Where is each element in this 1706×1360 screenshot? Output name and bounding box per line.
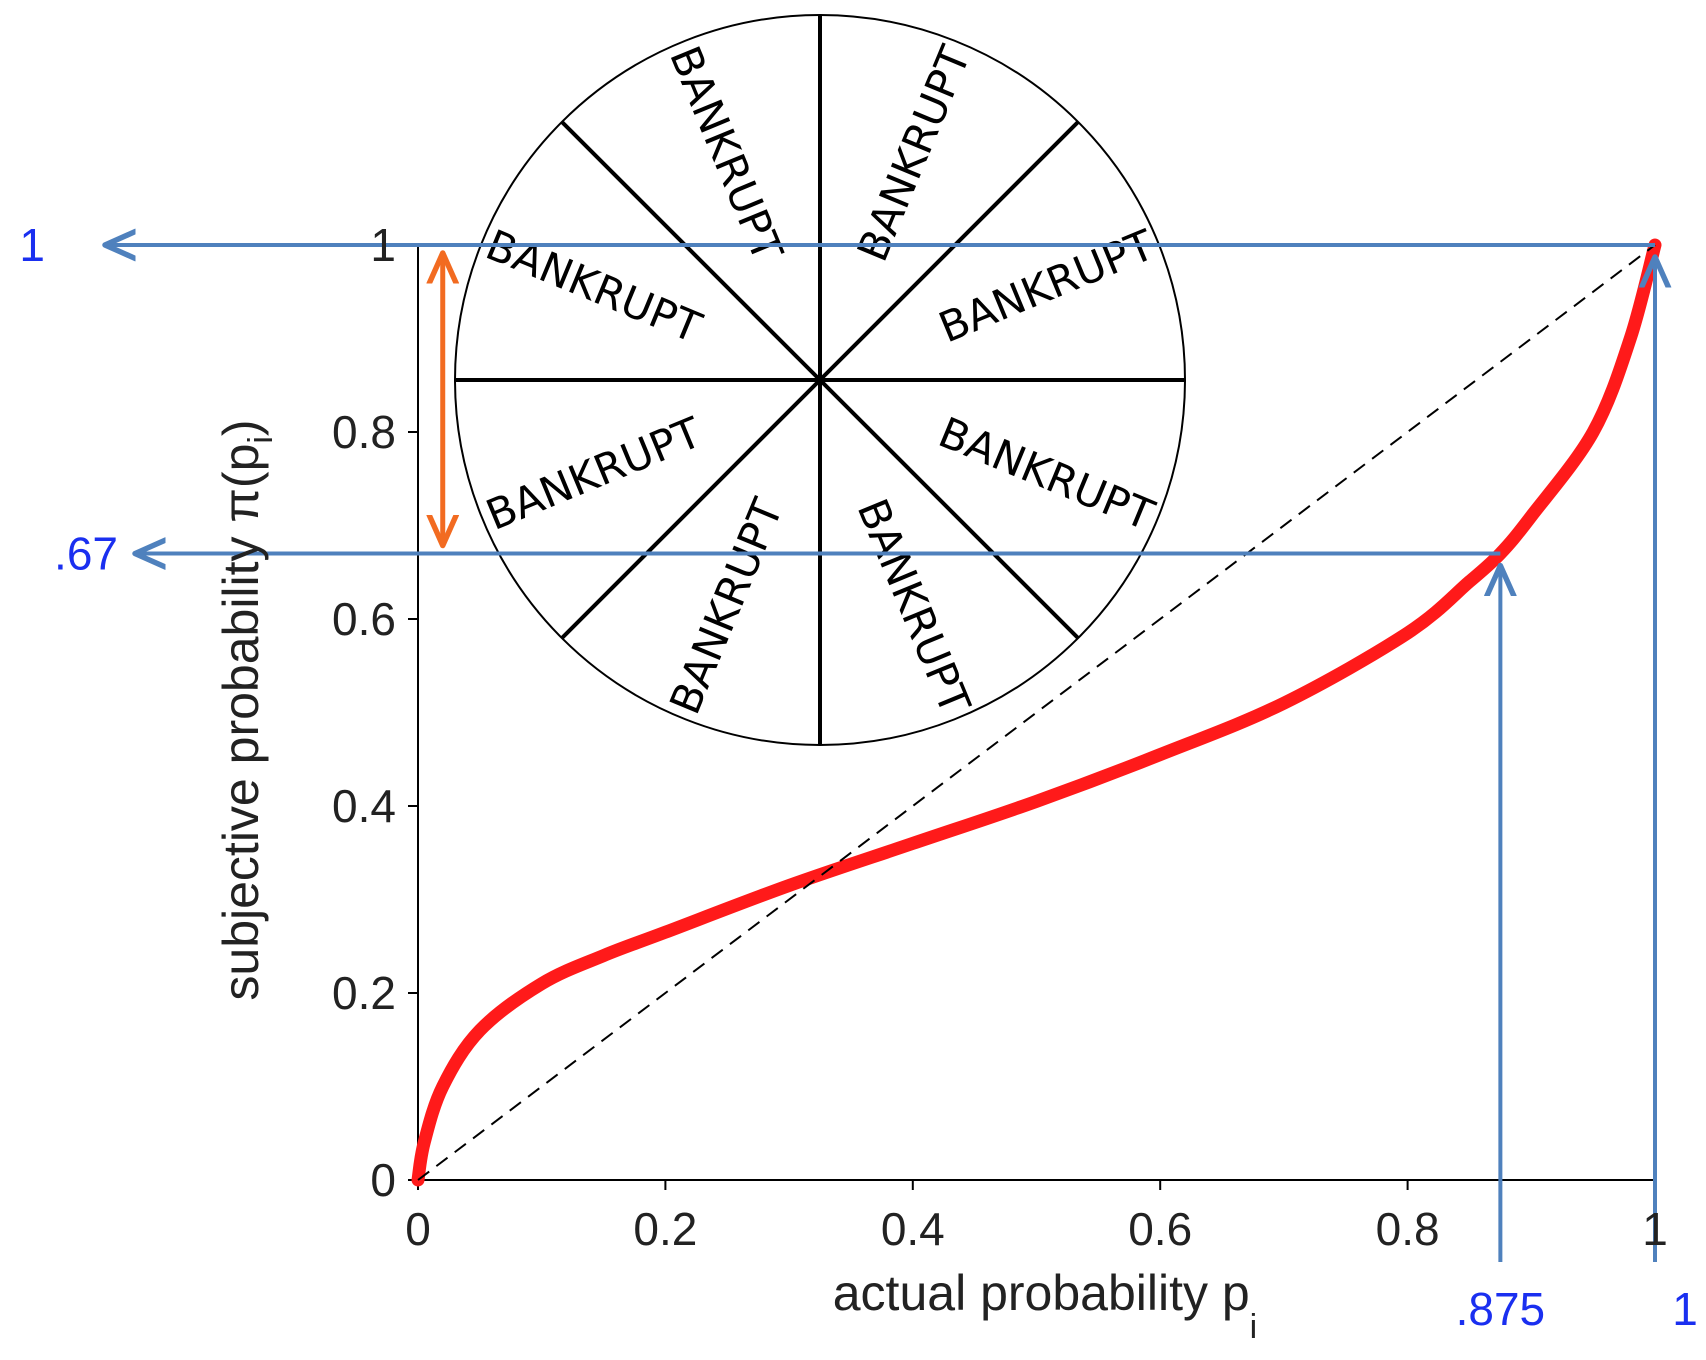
x-tick-label: 1	[1642, 1203, 1668, 1255]
x-axis-title-main: actual probability p	[833, 1265, 1250, 1321]
y-tick-label: 0.2	[332, 967, 396, 1019]
guide-y-label: .67	[54, 528, 118, 580]
y-tick-label: 0.8	[332, 406, 396, 458]
axes	[408, 243, 1656, 1190]
weighting-function-curve	[411, 238, 1662, 1187]
guide-x-label: 1	[1672, 1283, 1698, 1335]
plot-series	[411, 238, 1662, 1187]
y-tick-label: 0.4	[332, 780, 396, 832]
y-axis-title-sub: i	[242, 436, 280, 444]
y-tick-label: 0	[370, 1154, 396, 1206]
tick-labels: 0 0.2 0.4 0.6 0.8 1 0 0.2 0.4 0.6 0.8 1 actual proba…	[213, 219, 1668, 1346]
wheel-spoke	[560, 120, 822, 382]
x-tick-label: 0.2	[633, 1203, 697, 1255]
x-axis-title-sub: i	[1250, 1308, 1258, 1346]
y-axis-title: subjective probability π(pi)	[213, 419, 280, 1000]
bankrupt-wheel: BANKRUPTBANKRUPTBANKRUPTBANKRUPTBANKRUPT…	[454, 14, 1186, 746]
y-tick-label: 0.6	[332, 593, 396, 645]
x-tick-label: 0.6	[1128, 1203, 1192, 1255]
wheel-spoke	[560, 378, 822, 640]
x-tick-label: 0.4	[881, 1203, 945, 1255]
wheel-spoke	[818, 378, 1080, 640]
x-tick-label: 0	[405, 1203, 431, 1255]
guide-y-label: 1	[19, 219, 45, 271]
wheel-spoke	[818, 120, 1080, 382]
x-axis-title: actual probability pi	[833, 1265, 1257, 1346]
diagonal-reference-line	[417, 244, 1656, 1181]
x-tick-label: 0.8	[1376, 1203, 1440, 1255]
y-axis-title-main: subjective probability π(p	[213, 444, 269, 1001]
guide-x-label: .875	[1456, 1283, 1546, 1335]
y-tick-label: 1	[370, 219, 396, 271]
y-axis-title-close: )	[213, 419, 269, 436]
